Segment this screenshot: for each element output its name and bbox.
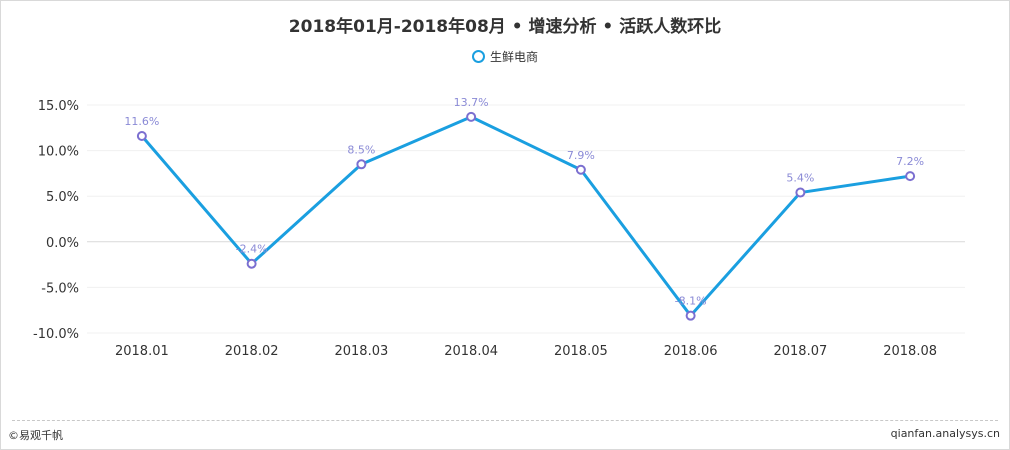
data-point (136, 131, 147, 142)
x-tick-label: 2018.05 (554, 344, 608, 359)
data-label-layer: 11.6% -2.4% 8.5% 13.7% 7.9% -8.1% 5.4% 7.2% (124, 96, 924, 308)
data-label: 5.4% (786, 172, 814, 185)
data-label: 7.2% (896, 155, 924, 168)
y-tick-label: -5.0% (41, 281, 79, 296)
grid-layer (87, 104, 965, 334)
data-point (466, 111, 477, 122)
data-label: 7.9% (567, 149, 595, 162)
series-layer (136, 111, 916, 321)
x-tick-label: 2018.08 (883, 344, 937, 359)
x-axis: 2018.01 2018.02 2018.03 2018.04 2018.05 2018.… (115, 344, 937, 359)
x-tick-label: 2018.03 (334, 344, 388, 359)
chart-title: 2018年01月-2018年08月 • 增速分析 • 活跃人数环比 (288, 17, 722, 37)
data-label: 8.5% (347, 143, 375, 156)
y-axis: 15.0% 10.0% 5.0% 0.0% -5.0% -10.0% (33, 99, 79, 342)
series-line (140, 115, 912, 318)
data-label: -8.1% (675, 295, 707, 308)
data-label: 13.7% (454, 96, 489, 109)
x-tick-label: 2018.06 (664, 344, 718, 359)
data-point (246, 258, 257, 269)
legend-label: 生鲜电商 (489, 50, 538, 64)
y-tick-label: 15.0% (38, 99, 79, 114)
data-point (356, 159, 367, 170)
y-tick-label: 5.0% (46, 190, 79, 205)
footer-url[interactable]: qianfan.analysys.cn (890, 427, 1000, 440)
data-label: -2.4% (236, 243, 268, 256)
y-tick-label: 10.0% (38, 145, 79, 160)
data-point (795, 187, 806, 198)
data-point (905, 171, 916, 182)
footer-divider (12, 420, 998, 421)
y-tick-label: 0.0% (46, 236, 79, 251)
data-point (685, 310, 696, 321)
x-tick-label: 2018.04 (444, 344, 498, 359)
x-tick-label: 2018.02 (225, 344, 279, 359)
x-tick-label: 2018.07 (773, 344, 827, 359)
legend[interactable]: 生鲜电商 (0, 48, 1010, 65)
y-tick-label: -10.0% (33, 327, 79, 342)
data-point (575, 164, 586, 175)
x-tick-label: 2018.01 (115, 344, 169, 359)
footer-copyright: ©易观千帆 (8, 429, 63, 442)
data-label: 11.6% (124, 115, 159, 128)
legend-marker-icon (471, 50, 485, 63)
